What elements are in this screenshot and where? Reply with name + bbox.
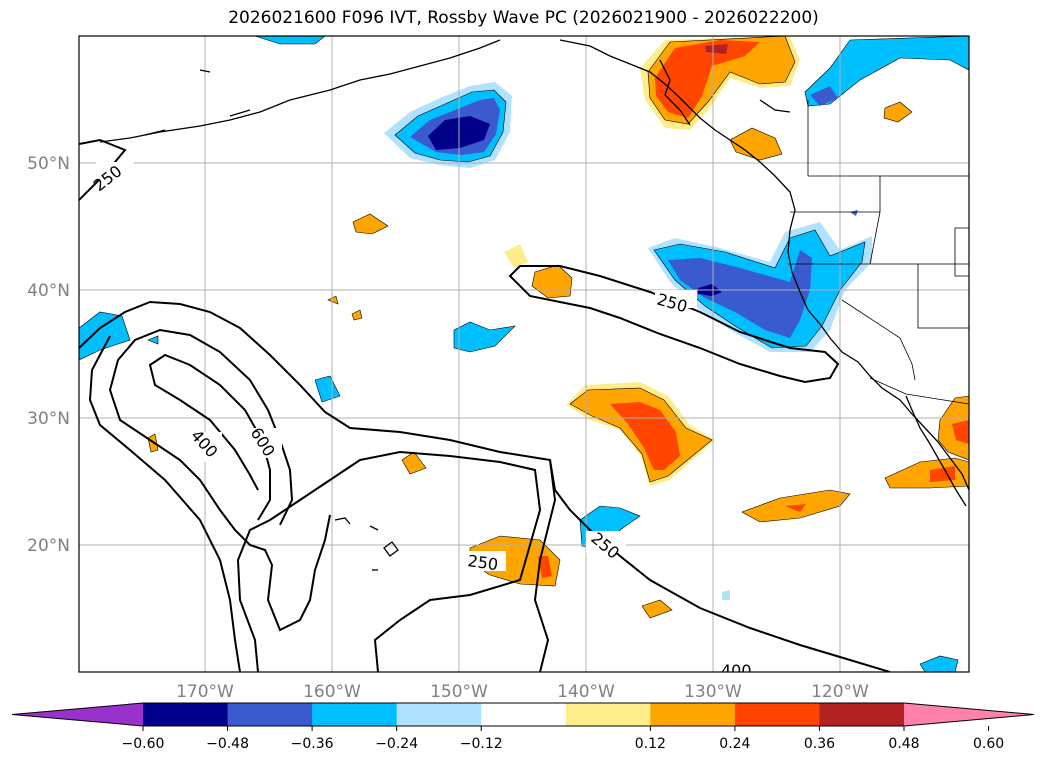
lat-label: 50°N [27, 154, 70, 174]
colorbar-tick-label: −0.60 [122, 736, 165, 752]
contour-label: 250 [466, 551, 499, 574]
coastlines [99, 39, 969, 571]
colorbar-extend-low [12, 703, 143, 726]
colorbar-bin [819, 703, 905, 726]
map-content: 250 250 250 250 400 400 600 [79, 36, 969, 680]
colorbar-bin [143, 703, 229, 726]
colorbar-tick-label: 0.24 [719, 736, 750, 752]
graticule [79, 36, 969, 672]
lon-label: 140°W [557, 682, 615, 702]
colorbar-bin [312, 703, 398, 726]
colorbar-bin [227, 703, 313, 726]
lat-label: 40°N [27, 281, 70, 301]
lon-label: 170°W [176, 682, 234, 702]
lon-label: 130°W [684, 682, 742, 702]
lon-label: 150°W [430, 682, 488, 702]
colorbar-tick-label: 0.12 [635, 736, 666, 752]
lat-label: 20°N [27, 536, 70, 556]
latitude-labels: 50°N 40°N 30°N 20°N [27, 154, 70, 556]
colorbar-bin [650, 703, 736, 726]
colorbar-bin [565, 703, 651, 726]
colorbar-bin [396, 703, 482, 726]
lon-label: 160°W [303, 682, 361, 702]
lat-label: 30°N [27, 409, 70, 429]
colorbar-tick-label: −0.48 [206, 736, 249, 752]
map-frame [78, 35, 970, 673]
colorbar-tick-label: −0.24 [375, 736, 418, 752]
colorbar: −0.60 −0.48 −0.36 −0.24 −0.12 0.12 0.24 0.36 0.4… [11, 702, 1035, 752]
longitude-labels: 170°W 160°W 150°W 140°W 130°W 120°W [176, 682, 869, 702]
colorbar-extend-high [904, 703, 1034, 726]
ivt-contours [79, 138, 891, 672]
colorbar-bin [481, 703, 567, 726]
colorbar-tick-label: −0.12 [460, 736, 503, 752]
colorbar-tick-label: −0.36 [291, 736, 334, 752]
political-borders [788, 36, 969, 405]
colorbar-bin [734, 703, 820, 726]
colorbar-tick-label: 0.36 [804, 736, 835, 752]
contour-label: 400 [721, 661, 752, 680]
colorbar-tick-label: 0.48 [888, 736, 919, 752]
colorbar-tick-label: 0.60 [973, 736, 1004, 752]
lon-label: 120°W [811, 682, 869, 702]
map-title: 2026021600 F096 IVT, Rossby Wave PC (202… [228, 8, 819, 28]
